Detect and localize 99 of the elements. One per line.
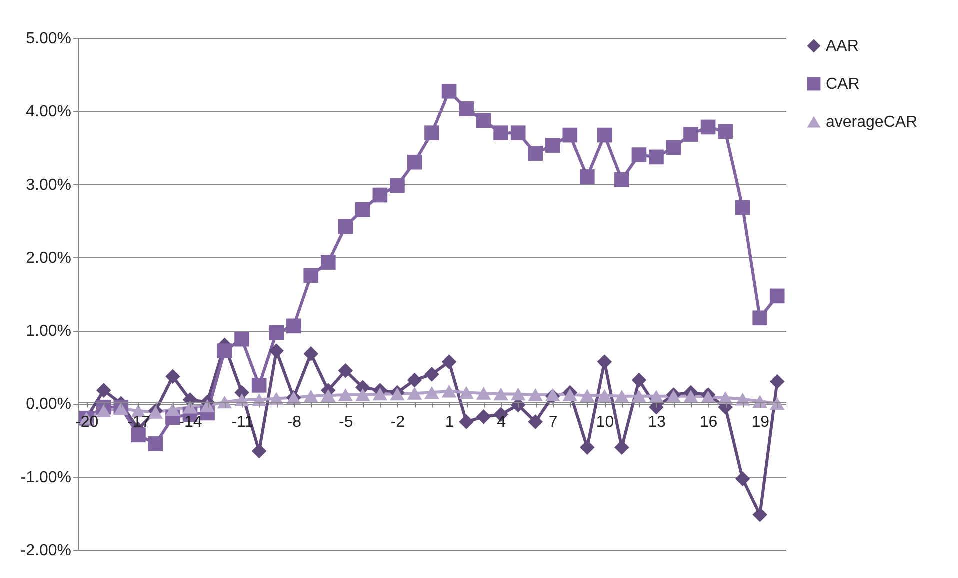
point xyxy=(494,388,508,401)
point xyxy=(528,146,544,161)
point xyxy=(234,332,250,347)
y-tick-label: -2.00% xyxy=(20,542,72,560)
point xyxy=(597,354,612,370)
x-tick-label: -5 xyxy=(339,414,354,431)
point xyxy=(182,400,198,414)
point xyxy=(269,344,284,358)
point xyxy=(597,128,612,143)
point xyxy=(252,444,267,459)
point xyxy=(269,325,284,340)
point xyxy=(476,387,492,400)
point xyxy=(459,386,474,400)
x-tick-label: 7 xyxy=(548,414,558,431)
point xyxy=(528,414,544,430)
point xyxy=(684,390,698,403)
point xyxy=(424,367,440,382)
x-tick-label: 10 xyxy=(596,414,614,431)
point xyxy=(494,126,508,140)
point xyxy=(614,440,630,456)
point xyxy=(96,383,112,398)
x-tick-label: 1 xyxy=(445,414,454,431)
x-tick-label: 19 xyxy=(752,414,770,431)
point xyxy=(528,388,544,402)
point xyxy=(700,120,716,135)
point xyxy=(614,172,630,188)
legend-label: averageCAR xyxy=(826,114,918,131)
point xyxy=(510,126,526,140)
point xyxy=(649,390,664,403)
y-tick-label: 0.00% xyxy=(26,396,72,414)
point xyxy=(390,178,405,194)
point xyxy=(338,388,354,402)
point xyxy=(372,188,388,203)
point xyxy=(580,389,595,402)
point xyxy=(320,389,336,402)
y-tick-label: 4.00% xyxy=(26,104,72,121)
point xyxy=(148,436,164,452)
point xyxy=(304,390,319,403)
point xyxy=(356,202,370,218)
point xyxy=(166,403,180,416)
x-tick-label: -2 xyxy=(390,414,406,431)
point xyxy=(424,126,440,140)
point xyxy=(770,288,785,304)
point xyxy=(304,346,319,362)
y-tick-label: -1.00% xyxy=(20,469,72,486)
point xyxy=(562,388,578,402)
point xyxy=(632,148,647,162)
point xyxy=(407,154,422,170)
point xyxy=(476,113,492,128)
point xyxy=(459,102,474,116)
point xyxy=(407,372,422,388)
point xyxy=(632,372,647,388)
point xyxy=(649,150,664,165)
point xyxy=(166,369,180,384)
point xyxy=(632,390,647,403)
point xyxy=(580,440,595,456)
point xyxy=(320,255,336,270)
point xyxy=(459,414,474,430)
x-tick-label: -8 xyxy=(287,414,302,431)
point xyxy=(304,268,319,284)
point xyxy=(580,170,595,184)
point xyxy=(131,428,146,443)
point xyxy=(684,127,698,142)
point xyxy=(562,128,578,143)
point xyxy=(752,507,768,522)
point xyxy=(200,399,215,412)
point xyxy=(735,472,750,486)
point xyxy=(372,388,388,401)
point xyxy=(614,390,630,403)
point xyxy=(442,354,457,370)
point xyxy=(770,374,785,390)
point xyxy=(424,386,440,400)
point xyxy=(217,344,232,358)
point xyxy=(770,397,785,410)
point xyxy=(510,388,526,401)
point xyxy=(752,310,768,326)
point xyxy=(476,409,492,424)
point xyxy=(666,140,682,156)
point xyxy=(718,124,733,140)
point xyxy=(356,388,370,402)
point xyxy=(286,318,302,334)
y-tick-label: 3.00% xyxy=(26,176,72,194)
x-tick-label: 13 xyxy=(648,414,666,431)
point xyxy=(735,200,750,216)
point xyxy=(338,219,354,234)
point xyxy=(545,138,560,153)
point xyxy=(597,389,612,402)
y-tick-label: 5.00% xyxy=(26,30,72,48)
point xyxy=(338,363,354,378)
y-tick-label: 2.00% xyxy=(26,250,72,267)
point xyxy=(442,384,457,398)
point xyxy=(252,378,267,393)
legend-label: CAR xyxy=(826,76,860,93)
x-tick-label: 16 xyxy=(700,414,718,431)
legend-label: AAR xyxy=(826,38,859,55)
point xyxy=(442,84,457,99)
y-tick-label: 1.00% xyxy=(26,323,72,340)
point xyxy=(96,404,112,418)
point xyxy=(407,387,422,400)
